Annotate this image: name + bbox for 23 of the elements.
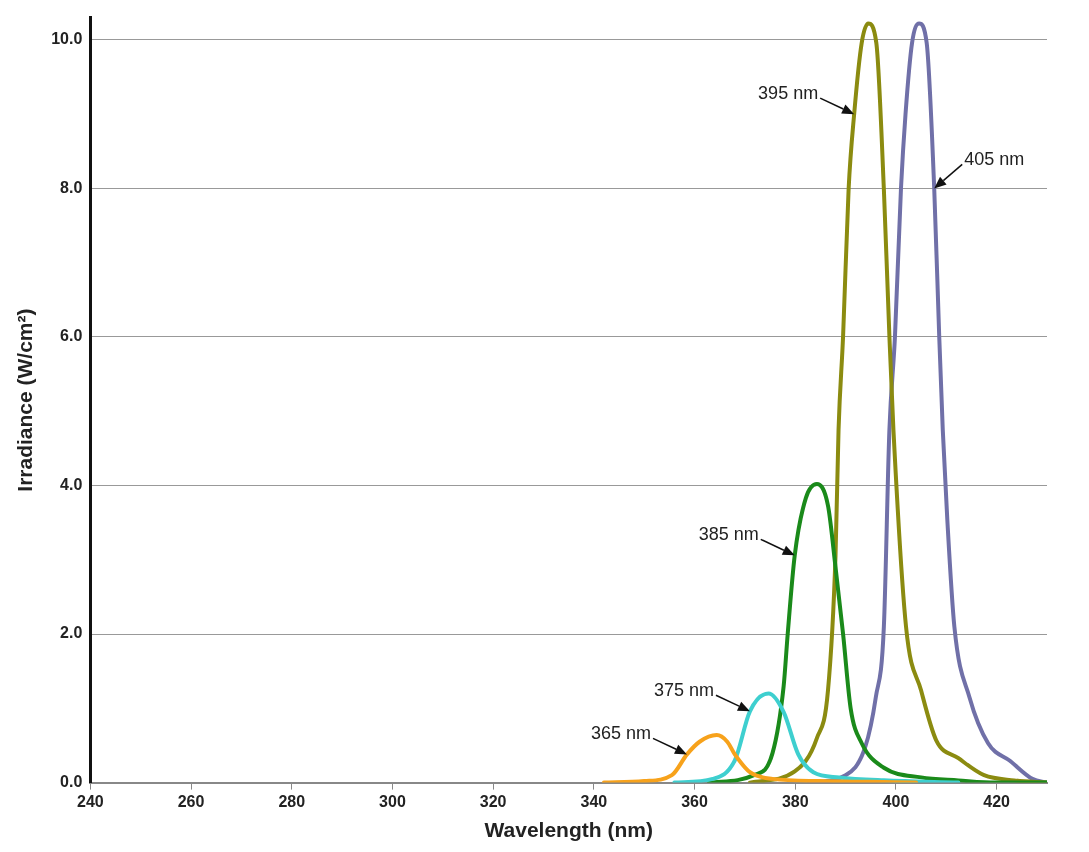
x-tick-label: 360 xyxy=(681,792,708,810)
annotation: 365 nm xyxy=(590,723,651,744)
x-tick-label: 380 xyxy=(781,792,809,810)
y-tick-label: 2.0 xyxy=(60,624,83,642)
x-tick-label: 240 xyxy=(76,792,104,810)
y-tick-label: 6.0 xyxy=(60,327,83,345)
y-tick-label: 4.0 xyxy=(60,475,83,493)
annotation: 405 nm xyxy=(964,149,1025,170)
x-tick-label: 260 xyxy=(177,792,205,810)
annotation: 385 nm xyxy=(698,524,759,545)
x-tick-label: 300 xyxy=(379,792,406,810)
y-tick-label: 0.0 xyxy=(60,773,83,791)
x-tick-label: 320 xyxy=(479,792,507,810)
annotation: 395 nm xyxy=(758,83,819,104)
x-tick-label: 280 xyxy=(278,792,306,810)
x-tick-label: 400 xyxy=(882,792,910,810)
x-tick-label: 340 xyxy=(580,792,608,810)
x-axis-title: Wavelength (nm) xyxy=(484,818,653,842)
x-tick-label: 420 xyxy=(983,792,1011,810)
y-axis-title: Irradiance (W/cm²) xyxy=(13,308,37,492)
annotation: 375 nm xyxy=(653,680,714,701)
y-tick-label: 10.0 xyxy=(51,30,83,48)
y-tick-label: 8.0 xyxy=(60,178,83,196)
